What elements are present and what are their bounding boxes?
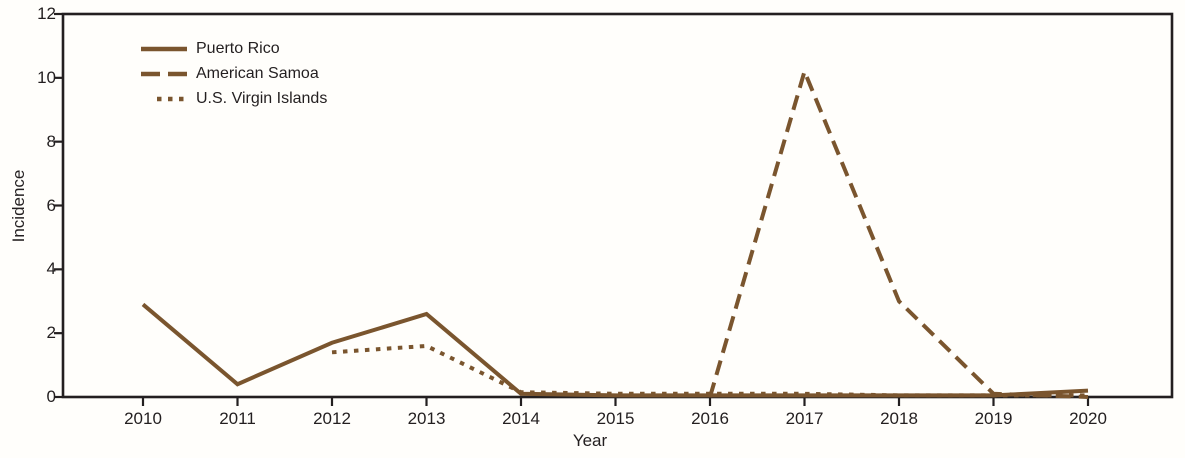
legend-label: U.S. Virgin Islands bbox=[196, 89, 328, 107]
x-tick-label: 2010 bbox=[124, 409, 162, 428]
dashed-line-swatch-icon bbox=[141, 71, 187, 76]
x-tick-label: 2017 bbox=[785, 409, 824, 428]
x-axis-title: Year bbox=[572, 431, 608, 450]
legend-label: American Samoa bbox=[196, 64, 319, 82]
y-axis-title: Incidence bbox=[9, 169, 28, 243]
x-tick-label: 2011 bbox=[219, 409, 256, 428]
series-line-u-s-virgin-islands bbox=[331, 343, 1088, 398]
series-line-american-samoa bbox=[708, 65, 1089, 399]
x-tick-label: 2018 bbox=[880, 409, 918, 428]
x-tick-label: 2015 bbox=[596, 409, 635, 428]
y-tick-label: 0 bbox=[46, 387, 56, 406]
legend: Puerto Rico American Samoa U.S. Virgin I… bbox=[140, 36, 327, 111]
x-tick-label: 2019 bbox=[974, 409, 1013, 428]
legend-item-puerto-rico: Puerto Rico bbox=[140, 36, 327, 61]
legend-item-us-virgin-islands: U.S. Virgin Islands bbox=[140, 86, 327, 111]
y-axis-ticks bbox=[54, 12, 62, 399]
x-tick-label: 2016 bbox=[691, 409, 729, 428]
x-tick-label: 2013 bbox=[407, 409, 446, 428]
y-tick-label: 4 bbox=[46, 259, 56, 279]
y-tick-label: 6 bbox=[46, 195, 56, 215]
x-axis-ticks bbox=[141, 398, 1090, 406]
series-lines bbox=[141, 65, 1089, 399]
y-tick-label: 12 bbox=[37, 4, 56, 23]
legend-item-american-samoa: American Samoa bbox=[140, 61, 327, 86]
y-tick-label: 8 bbox=[46, 131, 56, 151]
y-tick-label: 10 bbox=[37, 67, 56, 87]
x-tick-label: 2020 bbox=[1069, 409, 1107, 428]
x-tick-label: 2012 bbox=[313, 409, 351, 428]
x-tick-label: 2014 bbox=[502, 409, 540, 428]
dotted-line-swatch-icon bbox=[157, 96, 187, 101]
legend-label: Puerto Rico bbox=[196, 39, 280, 57]
y-tick-label: 2 bbox=[46, 323, 56, 343]
solid-line-swatch-icon bbox=[141, 46, 187, 51]
